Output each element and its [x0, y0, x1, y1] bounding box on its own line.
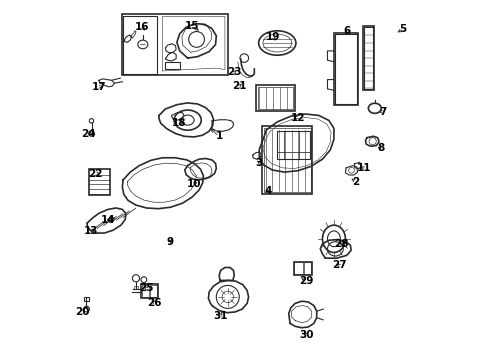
Text: 21: 21 — [232, 81, 246, 91]
Bar — [294, 262, 303, 274]
Text: 9: 9 — [166, 237, 173, 247]
Text: 27: 27 — [332, 260, 346, 270]
Bar — [134, 286, 138, 289]
Text: 31: 31 — [213, 311, 228, 320]
Text: 14: 14 — [101, 215, 115, 225]
Bar — [277, 131, 310, 159]
Text: 25: 25 — [139, 283, 154, 293]
Text: 1: 1 — [216, 131, 223, 141]
Text: 17: 17 — [91, 82, 106, 92]
Bar — [258, 87, 294, 109]
Bar — [122, 14, 228, 75]
Text: 19: 19 — [266, 32, 280, 42]
Bar — [334, 33, 358, 105]
Text: 15: 15 — [185, 21, 199, 31]
Text: 22: 22 — [88, 168, 102, 179]
Text: 3: 3 — [256, 158, 263, 168]
Text: 10: 10 — [187, 179, 201, 189]
Bar — [262, 126, 313, 194]
Bar — [150, 285, 157, 297]
Text: 24: 24 — [81, 129, 96, 139]
Bar — [123, 16, 157, 74]
Text: 5: 5 — [399, 24, 406, 35]
Text: 23: 23 — [227, 67, 242, 77]
Bar — [142, 285, 149, 297]
Bar — [294, 262, 312, 275]
Bar — [365, 27, 373, 89]
Text: 20: 20 — [75, 307, 90, 317]
Text: 28: 28 — [335, 239, 349, 249]
Text: 13: 13 — [84, 226, 99, 236]
Text: 2: 2 — [352, 177, 360, 187]
Text: 16: 16 — [135, 22, 149, 32]
Bar — [364, 26, 374, 90]
Text: 30: 30 — [299, 330, 314, 340]
Text: 18: 18 — [172, 118, 186, 128]
Bar — [264, 128, 311, 192]
Text: 7: 7 — [379, 107, 387, 117]
Text: 11: 11 — [357, 163, 372, 173]
Text: 4: 4 — [265, 186, 272, 197]
Bar — [256, 85, 295, 111]
Text: 12: 12 — [291, 113, 305, 123]
Text: 8: 8 — [378, 143, 385, 153]
Bar — [141, 284, 158, 298]
Bar — [84, 297, 89, 301]
Bar — [89, 169, 110, 195]
Bar — [335, 35, 357, 104]
Text: 26: 26 — [147, 298, 162, 308]
Text: 6: 6 — [343, 26, 351, 36]
Bar — [166, 62, 180, 69]
Text: 29: 29 — [299, 276, 313, 286]
Bar — [304, 262, 311, 274]
